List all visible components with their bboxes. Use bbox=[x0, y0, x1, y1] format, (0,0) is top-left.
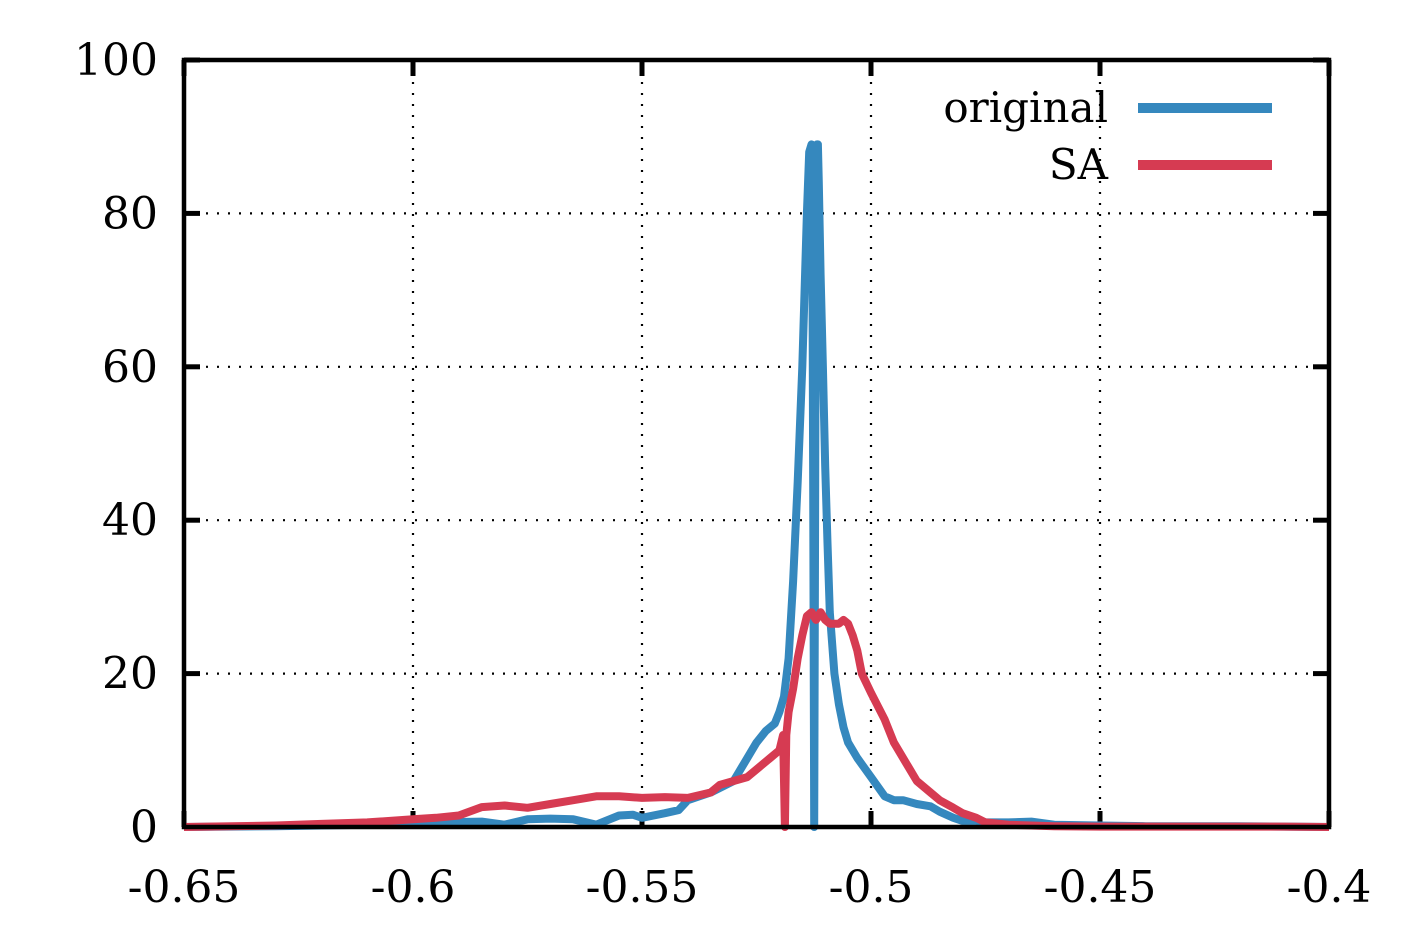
x-tick-labels: -0.65 -0.6 -0.55 -0.5 -0.45 -0.4 bbox=[128, 862, 1372, 913]
axis-ticks bbox=[181, 57, 1332, 830]
x-tick-label: -0.55 bbox=[586, 862, 699, 913]
y-tick-labels: 0 20 40 60 80 100 bbox=[74, 35, 158, 853]
legend: original SA bbox=[943, 83, 1272, 189]
x-tick-label: -0.45 bbox=[1044, 862, 1157, 913]
legend-label-sa: SA bbox=[1049, 140, 1109, 189]
y-tick-label: 80 bbox=[102, 188, 158, 239]
series-line-original bbox=[183, 140, 1330, 831]
x-tick-label: -0.6 bbox=[371, 862, 456, 913]
y-tick-label: 60 bbox=[102, 342, 158, 393]
y-tick-label: 100 bbox=[74, 35, 158, 86]
series-line-sa bbox=[183, 608, 1330, 831]
x-tick-label: -0.65 bbox=[128, 862, 241, 913]
x-tick-label: -0.5 bbox=[829, 862, 914, 913]
legend-label-original: original bbox=[943, 83, 1108, 132]
gridlines bbox=[184, 60, 1329, 827]
plot-frame bbox=[181, 57, 1332, 830]
y-tick-label: 0 bbox=[130, 802, 158, 853]
series-layer bbox=[183, 140, 1330, 831]
x-tick-label: -0.4 bbox=[1287, 862, 1372, 913]
y-tick-label: 40 bbox=[102, 495, 158, 546]
y-tick-label: 20 bbox=[102, 649, 158, 700]
